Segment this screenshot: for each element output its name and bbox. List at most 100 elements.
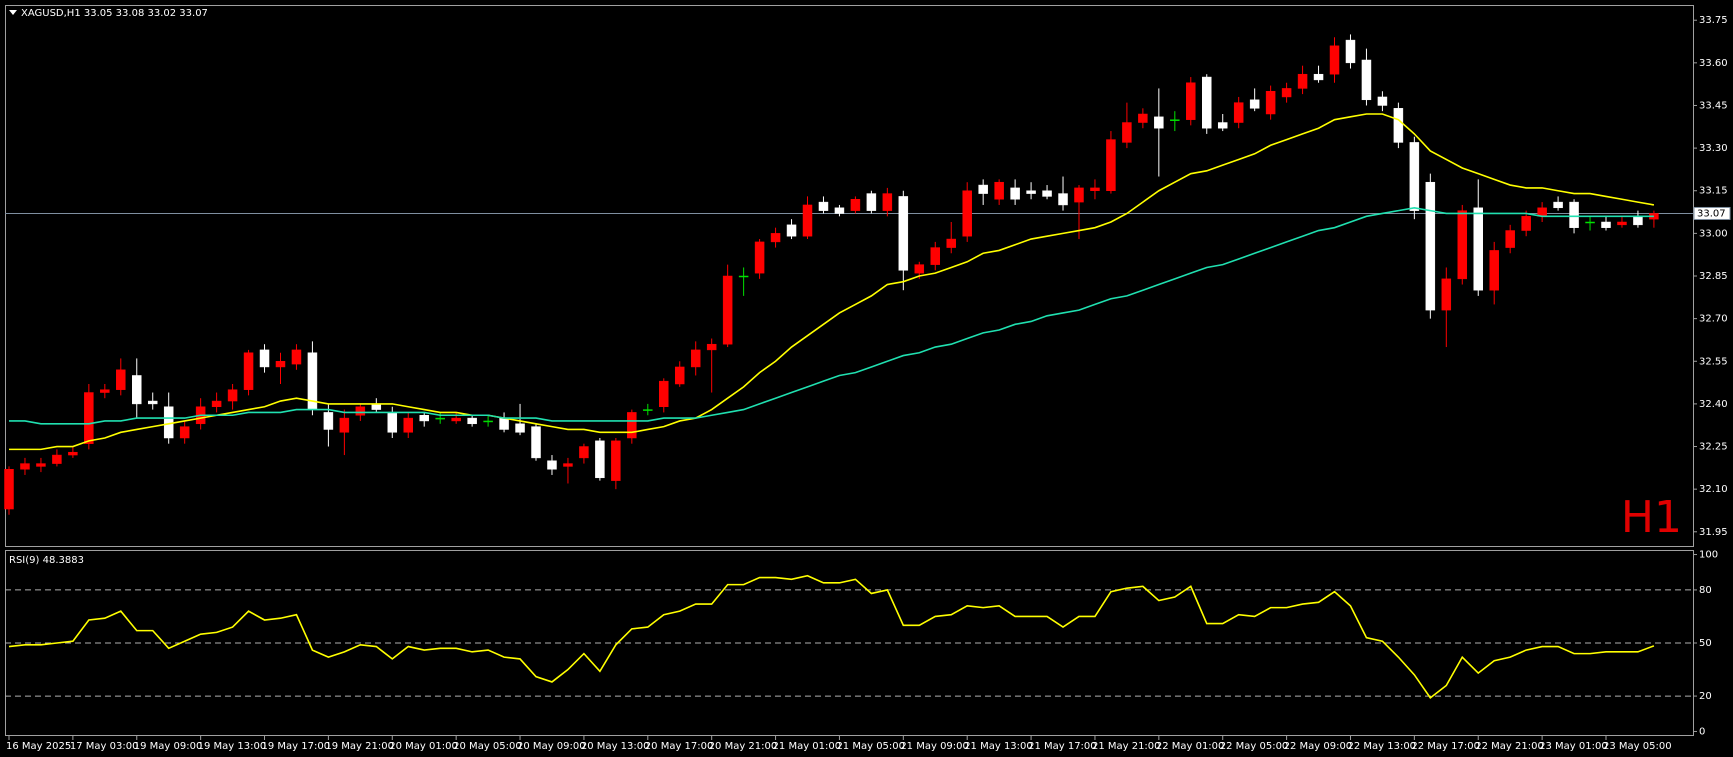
candle-body bbox=[754, 241, 765, 274]
chart-title: XAGUSD,H1 33.05 33.08 33.02 33.07 bbox=[21, 8, 208, 19]
candle-body bbox=[1553, 201, 1563, 209]
candle-body bbox=[643, 409, 653, 411]
x-tick-label: 23 May 01:00 bbox=[1539, 741, 1608, 752]
candle-body bbox=[898, 196, 909, 271]
candle-body bbox=[690, 349, 701, 368]
candle-body bbox=[84, 392, 94, 444]
timeframe-watermark: H1 bbox=[1621, 492, 1682, 543]
candle-body bbox=[946, 238, 956, 248]
candle-body bbox=[515, 423, 525, 433]
candle-body bbox=[834, 207, 845, 214]
candle-body bbox=[1074, 187, 1084, 203]
x-tick-label: 22 May 17:00 bbox=[1411, 741, 1480, 752]
candle-body bbox=[659, 380, 669, 407]
y-tick-label: 0 bbox=[1699, 726, 1705, 737]
candle-body bbox=[419, 415, 429, 422]
x-tick-label: 21 May 17:00 bbox=[1028, 741, 1097, 752]
candle-body bbox=[1585, 221, 1595, 224]
candle-body bbox=[1202, 76, 1212, 129]
candle-body bbox=[802, 204, 813, 237]
candle-body bbox=[68, 451, 78, 456]
candle-body bbox=[914, 264, 925, 274]
candle-body bbox=[4, 469, 14, 510]
candle-body bbox=[611, 440, 621, 481]
y-tick-label: 32.55 bbox=[1699, 356, 1728, 367]
x-tick-label: 19 May 09:00 bbox=[134, 741, 203, 752]
candle-body bbox=[1633, 216, 1643, 226]
y-tick-label: 32.40 bbox=[1699, 399, 1728, 410]
candle-body bbox=[1217, 122, 1228, 129]
x-tick-label: 21 May 21:00 bbox=[1092, 741, 1161, 752]
x-tick-label: 21 May 01:00 bbox=[773, 741, 842, 752]
candle-body bbox=[243, 352, 254, 390]
last-price-box bbox=[1693, 206, 1731, 220]
candle-body bbox=[1233, 102, 1244, 123]
candle-body bbox=[579, 446, 589, 459]
candle-body bbox=[1281, 88, 1292, 98]
candle-body bbox=[467, 417, 477, 425]
candle-body bbox=[1154, 116, 1164, 129]
candle-body bbox=[674, 366, 685, 385]
x-tick-label: 19 May 17:00 bbox=[262, 741, 331, 752]
candle-body bbox=[1138, 113, 1148, 123]
candle-body bbox=[1329, 45, 1340, 75]
y-tick-label: 50 bbox=[1699, 638, 1712, 649]
candle-body bbox=[531, 426, 541, 459]
candle-body bbox=[387, 412, 398, 433]
candle-body bbox=[1377, 96, 1388, 106]
y-tick-label: 33.75 bbox=[1699, 15, 1728, 26]
x-tick-label: 19 May 13:00 bbox=[198, 741, 267, 752]
last-price-label: 33.07 bbox=[1697, 208, 1726, 219]
candle-body bbox=[1489, 250, 1499, 291]
candle-body bbox=[403, 417, 413, 433]
menu-arrow[interactable] bbox=[9, 10, 17, 15]
y-tick-label: 33.15 bbox=[1699, 186, 1728, 197]
candle-body bbox=[499, 417, 509, 430]
x-tick-label: 22 May 13:00 bbox=[1347, 741, 1416, 752]
candle-body bbox=[850, 199, 861, 211]
candle-body bbox=[339, 417, 350, 433]
x-tick-label: 20 May 09:00 bbox=[517, 741, 586, 752]
candle-body bbox=[770, 233, 781, 243]
x-tick-label: 20 May 21:00 bbox=[709, 741, 778, 752]
candle-body bbox=[1569, 201, 1579, 228]
y-tick-label: 31.95 bbox=[1699, 527, 1728, 538]
candle-body bbox=[1010, 187, 1020, 200]
y-tick-label: 100 bbox=[1699, 550, 1718, 561]
candle-body bbox=[962, 190, 972, 237]
candle-body bbox=[1058, 193, 1068, 206]
candle-body bbox=[866, 193, 877, 211]
candle-body bbox=[1106, 139, 1116, 191]
y-tick-label: 20 bbox=[1699, 691, 1712, 702]
candle-body bbox=[1521, 216, 1531, 231]
candle-body bbox=[1170, 119, 1180, 121]
candle-body bbox=[147, 400, 158, 405]
candle-body bbox=[1505, 230, 1515, 248]
candle-body bbox=[1186, 82, 1196, 120]
x-tick-label: 22 May 21:00 bbox=[1475, 741, 1544, 752]
candle-body bbox=[259, 349, 270, 368]
x-tick-label: 22 May 09:00 bbox=[1284, 741, 1353, 752]
x-tick-label: 21 May 05:00 bbox=[836, 741, 905, 752]
x-tick-label: 16 May 2025 bbox=[6, 741, 71, 752]
candle-body bbox=[132, 375, 142, 405]
x-tick-label: 20 May 17:00 bbox=[645, 741, 714, 752]
candle-body bbox=[786, 224, 797, 237]
candle-body bbox=[706, 343, 717, 351]
candle-body bbox=[100, 389, 110, 393]
rsi-line bbox=[8, 574, 1655, 699]
candle-body bbox=[818, 201, 829, 211]
candle-body bbox=[930, 247, 941, 265]
candle-body bbox=[882, 193, 893, 211]
moving-average-line bbox=[9, 113, 1655, 451]
candle-body bbox=[451, 417, 461, 422]
y-tick-label: 33.60 bbox=[1699, 58, 1728, 69]
candle-body bbox=[371, 403, 382, 410]
candle-body bbox=[36, 463, 46, 467]
moving-average-line bbox=[9, 206, 1654, 425]
candle-body bbox=[227, 389, 238, 402]
candle-body bbox=[1409, 142, 1420, 211]
